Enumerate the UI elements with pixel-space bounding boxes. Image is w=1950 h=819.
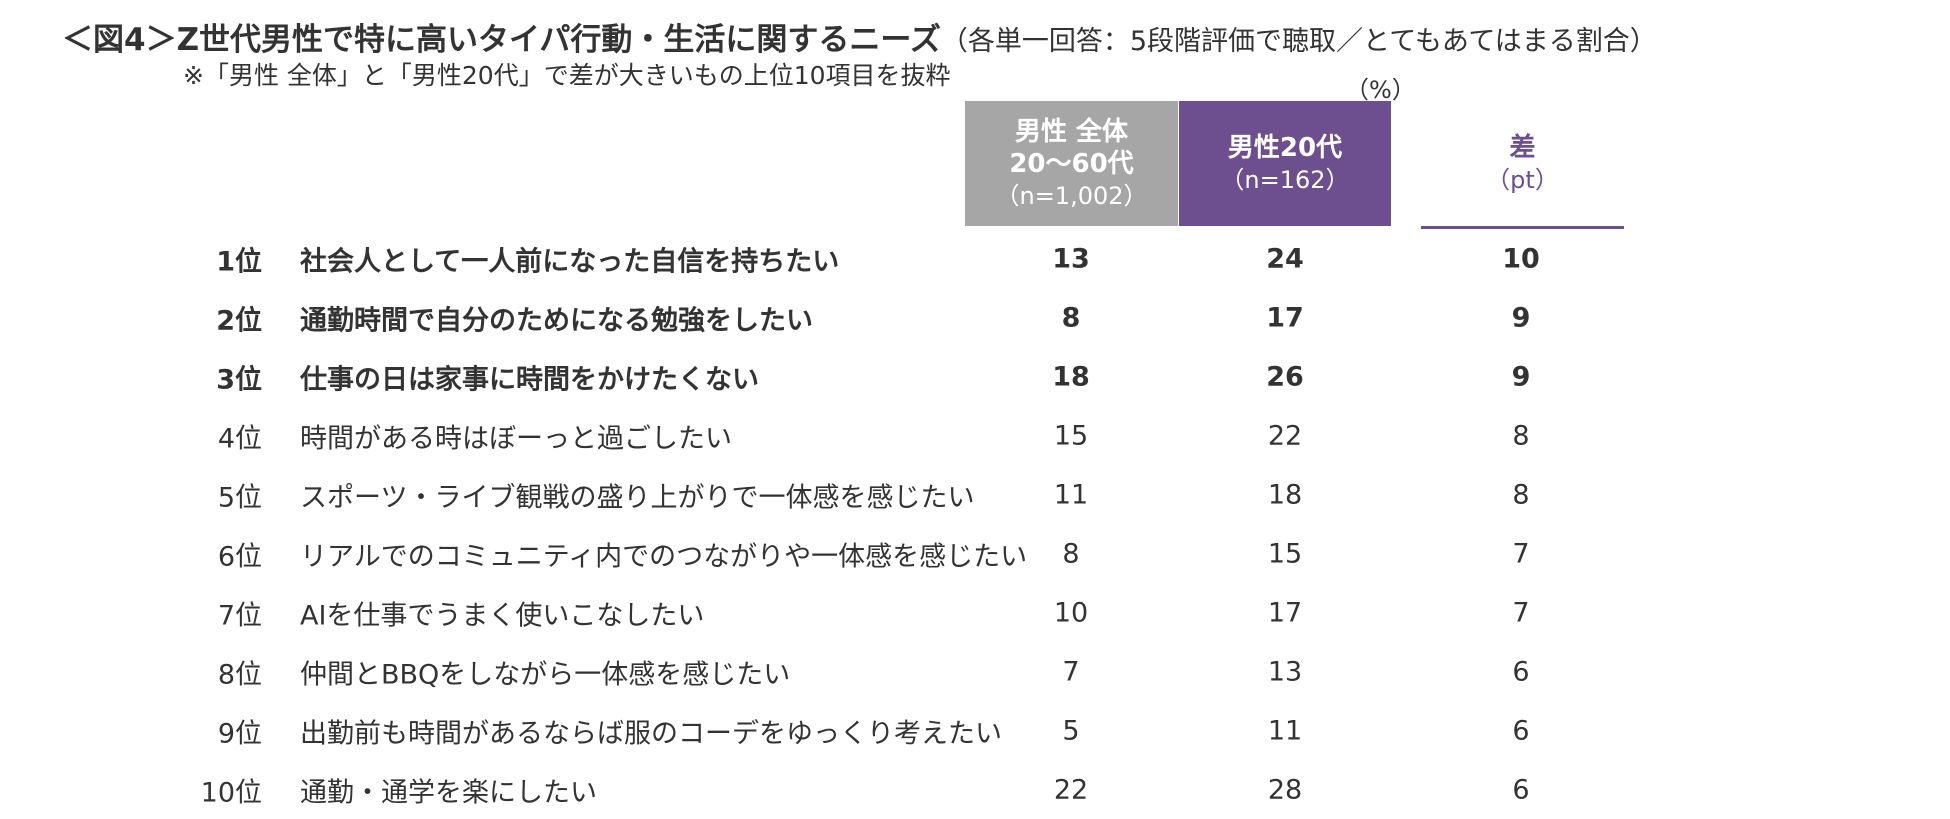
header-line: 20～60代 [1009, 148, 1134, 179]
value: 8 [1061, 302, 1081, 334]
item-label: 通勤・通学を楽にしたい [300, 777, 597, 809]
value: 10 [1053, 597, 1089, 629]
value: 13 [1052, 243, 1090, 275]
header-line: （pt） [1486, 165, 1559, 194]
value: 9 [1511, 361, 1531, 393]
value: 10 [1502, 243, 1540, 275]
column-header: 差（pt） [1421, 101, 1624, 229]
item-label: 仲間とBBQをしながら一体感を感じたい [300, 659, 791, 691]
title: ＜図4＞Z世代男性で特に高いタイパ行動・生活に関するニーズ（各単一回答：5段階評… [62, 14, 1657, 59]
value: 7 [1062, 656, 1080, 688]
header-line: （n=162） [1220, 165, 1350, 194]
value: 9 [1511, 302, 1531, 334]
rank: 1位 [216, 246, 262, 278]
title-text: ＜図4＞Z世代男性で特に高いタイパ行動・生活に関するニーズ [62, 22, 941, 58]
rank: 9位 [217, 718, 262, 750]
item-label: 時間がある時はぼーっと過ごしたい [300, 423, 732, 455]
value: 24 [1266, 243, 1304, 275]
item-label: 社会人として一人前になった自信を持ちたい [300, 246, 840, 278]
item-label: 出勤前も時間があるならば服のコーデをゆっくり考えたい [300, 718, 1002, 750]
value: 8 [1512, 479, 1530, 511]
value: 11 [1053, 479, 1089, 511]
column-header: 男性 全体 20～60代 （n=1,002） [965, 101, 1178, 226]
value: 6 [1512, 715, 1530, 747]
unit: （%） [1345, 76, 1416, 104]
item-label: リアルでのコミュニティ内でのつながりや一体感を感じたい [300, 541, 1028, 573]
value: 28 [1267, 774, 1303, 806]
header-line: 差 [1509, 132, 1536, 163]
value: 18 [1052, 361, 1090, 393]
title-note: （各単一回答：5段階評価で聴取／とてもあてはまる割合） [940, 26, 1657, 57]
value: 18 [1267, 479, 1303, 511]
header-line: 男性20代 [1227, 132, 1343, 163]
rank: 8位 [217, 659, 262, 691]
rank: 4位 [217, 423, 262, 455]
rank: 2位 [216, 305, 262, 337]
value: 15 [1267, 538, 1303, 570]
subtitle: ※「男性 全体」と「男性20代」で差が大きいもの上位10項目を抜粋 [183, 61, 951, 90]
value: 22 [1267, 420, 1303, 452]
item-label: 通勤時間で自分のためになる勉強をしたい [300, 305, 813, 337]
value: 8 [1062, 538, 1080, 570]
value: 7 [1512, 597, 1530, 629]
value: 7 [1512, 538, 1530, 570]
value: 17 [1267, 597, 1303, 629]
header-line: （n=1,002） [995, 181, 1148, 210]
value: 8 [1512, 420, 1530, 452]
rank: 5位 [217, 482, 262, 514]
value: 22 [1053, 774, 1089, 806]
rank: 7位 [217, 600, 262, 632]
value: 6 [1512, 656, 1530, 688]
value: 11 [1267, 715, 1303, 747]
value: 5 [1062, 715, 1080, 747]
value: 6 [1512, 774, 1530, 806]
value: 13 [1267, 656, 1303, 688]
rank: 3位 [216, 364, 262, 396]
item-label: 仕事の日は家事に時間をかけたくない [300, 364, 759, 396]
item-label: AIを仕事でうまく使いこなしたい [300, 600, 705, 632]
value: 26 [1266, 361, 1304, 393]
value: 15 [1053, 420, 1089, 452]
value: 17 [1266, 302, 1304, 334]
rank: 6位 [217, 541, 262, 573]
item-label: スポーツ・ライブ観戦の盛り上がりで一体感を感じたい [300, 482, 975, 514]
column-header: 男性20代 （n=162） [1179, 101, 1391, 226]
rank: 10位 [200, 777, 262, 809]
header-line: 男性 全体 [1014, 116, 1129, 147]
